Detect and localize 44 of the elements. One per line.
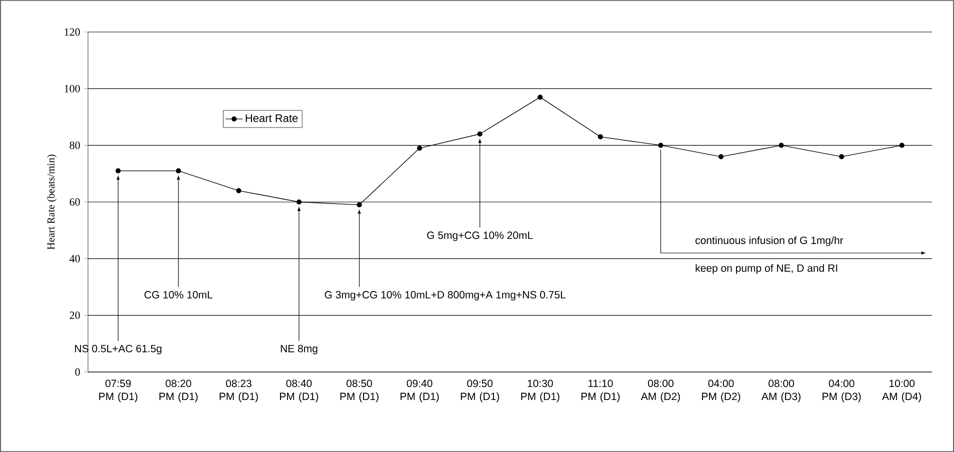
x-tick-label: 10:00 AM (D4) — [882, 380, 922, 402]
y-tick-label: 80 — [70, 142, 80, 150]
point — [176, 168, 181, 174]
legend-label: Heart Rate — [246, 114, 298, 122]
y-tick-label: 60 — [70, 198, 80, 206]
x-tick-label: 04:00 PM (D2) — [702, 380, 740, 402]
x-tick-label: 07:59 PM (D1) — [99, 380, 138, 402]
y-axis-title: Heart Rate (beats/min) — [47, 154, 57, 250]
x-tick-label: 08:23 PM (D1) — [220, 380, 258, 402]
x-tick-label: 04:00 PM (D3) — [822, 380, 861, 402]
annotation: G 5mg+CG 10% 20mL — [427, 232, 533, 242]
y-tick-label: 120 — [64, 28, 80, 36]
point — [477, 131, 482, 137]
point — [778, 142, 784, 148]
point — [356, 202, 362, 208]
annotation: CG 10% 10mL — [144, 291, 212, 298]
point — [116, 168, 121, 174]
point — [236, 188, 242, 194]
point — [899, 142, 904, 148]
point — [296, 199, 302, 205]
x-tick-label: 08:20 PM (D1) — [159, 380, 198, 402]
y-tick-label: 0 — [75, 368, 80, 376]
x-tick-label: 09:40 PM (D1) — [400, 380, 439, 402]
annotation: continuous infusion of G 1mg/hr — [696, 236, 844, 246]
x-tick-label: 11:10 PM (D1) — [581, 380, 620, 402]
annotation: NS 0.5L+AC 61.5g — [75, 344, 162, 354]
point — [658, 142, 664, 148]
point — [839, 154, 844, 160]
y-tick-label: 40 — [70, 254, 80, 262]
x-tick-label: 08:50 PM (D1) — [340, 380, 378, 402]
point — [538, 94, 543, 100]
x-tick-label: 08:40 PM (D1) — [280, 380, 318, 402]
annotation: keep on pump of NE, D and RI — [696, 264, 838, 274]
x-tick-label: 09:50 PM (D1) — [460, 380, 500, 402]
annotation: NE 8mg — [280, 344, 318, 354]
x-tick-label: 08:00 AM (D3) — [761, 380, 800, 402]
point — [417, 146, 422, 151]
point — [598, 134, 603, 140]
x-tick-label: 10:30 PM (D1) — [521, 380, 560, 402]
point — [718, 154, 724, 160]
y-tick-label: 100 — [64, 84, 80, 92]
x-tick-label: 08:00 AM (D2) — [640, 380, 680, 402]
y-tick-label: 20 — [70, 312, 80, 320]
annotation: G 3mg+CG 10% 10mL+D 800mg+A 1mg+NS 0.75L — [324, 291, 566, 301]
